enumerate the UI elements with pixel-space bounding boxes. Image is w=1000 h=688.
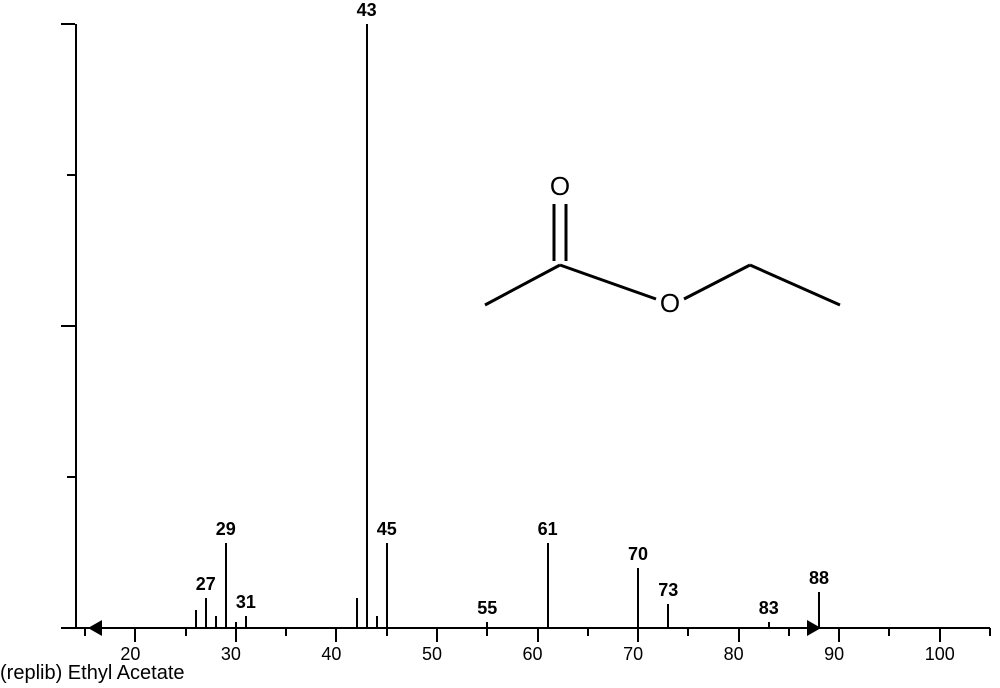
x-tick-label: 100 [925,644,955,665]
spectrum-peak [667,604,669,628]
x-tick-minor [888,628,890,636]
svg-text:O: O [550,171,570,201]
x-axis [75,627,990,629]
spectrum-peak [366,24,368,628]
x-tick-major [537,628,539,642]
spectrum-peak [637,568,639,628]
x-tick-minor [285,628,287,636]
spectrum-peak [486,622,488,628]
spectrum-peak [205,598,207,628]
peak-label: 45 [377,519,397,540]
spectrum-peak [386,543,388,628]
peak-label: 61 [538,519,558,540]
peak-label: 88 [809,568,829,589]
y-tick-minor [67,476,75,478]
x-tick-major [436,628,438,642]
spectrum-peak [225,543,227,628]
range-arrow-right-icon [807,620,821,636]
x-tick-label: 60 [523,644,543,665]
peak-label: 83 [759,598,779,619]
svg-text:O: O [660,288,680,318]
x-tick-minor [84,628,86,636]
spectrum-peak [768,622,770,628]
spectrum-peak [547,543,549,628]
x-tick-major [738,628,740,642]
molecule-structure: OO [470,170,870,350]
peak-label: 27 [196,574,216,595]
range-arrow-left-icon [88,620,102,636]
spectrum-peak [195,610,197,628]
y-tick-major [61,23,75,25]
caption: (replib) Ethyl Acetate [0,662,185,685]
peak-label: 29 [216,519,236,540]
peak-label: 31 [236,592,256,613]
x-tick-minor [486,628,488,636]
x-tick-label: 80 [724,644,744,665]
spectrum-peak [245,616,247,628]
x-tick-major [235,628,237,642]
x-tick-minor [687,628,689,636]
x-tick-major [637,628,639,642]
peak-label: 70 [628,544,648,565]
spectrum-peak [376,616,378,628]
y-axis [75,24,77,628]
x-tick-minor [587,628,589,636]
x-tick-minor [185,628,187,636]
y-tick-major [61,325,75,327]
x-tick-major [335,628,337,642]
x-tick-minor [989,628,991,636]
spectrum-peak [235,622,237,628]
x-tick-label: 40 [321,644,341,665]
y-tick-major [61,627,75,629]
peak-label: 73 [658,580,678,601]
x-tick-major [838,628,840,642]
x-tick-label: 30 [221,644,241,665]
peak-label: 55 [477,598,497,619]
mass-spectrum-chart: 0501002030405060708090100272931434555617… [0,0,1000,688]
x-tick-minor [788,628,790,636]
x-tick-minor [386,628,388,636]
x-tick-label: 50 [422,644,442,665]
peak-label: 43 [357,0,377,21]
x-tick-label: 70 [623,644,643,665]
spectrum-peak [215,616,217,628]
caption-text: (replib) Ethyl Acetate [0,662,185,684]
spectrum-peak [356,598,358,628]
x-tick-label: 90 [824,644,844,665]
y-tick-minor [67,174,75,176]
x-tick-major [134,628,136,642]
x-tick-major [939,628,941,642]
